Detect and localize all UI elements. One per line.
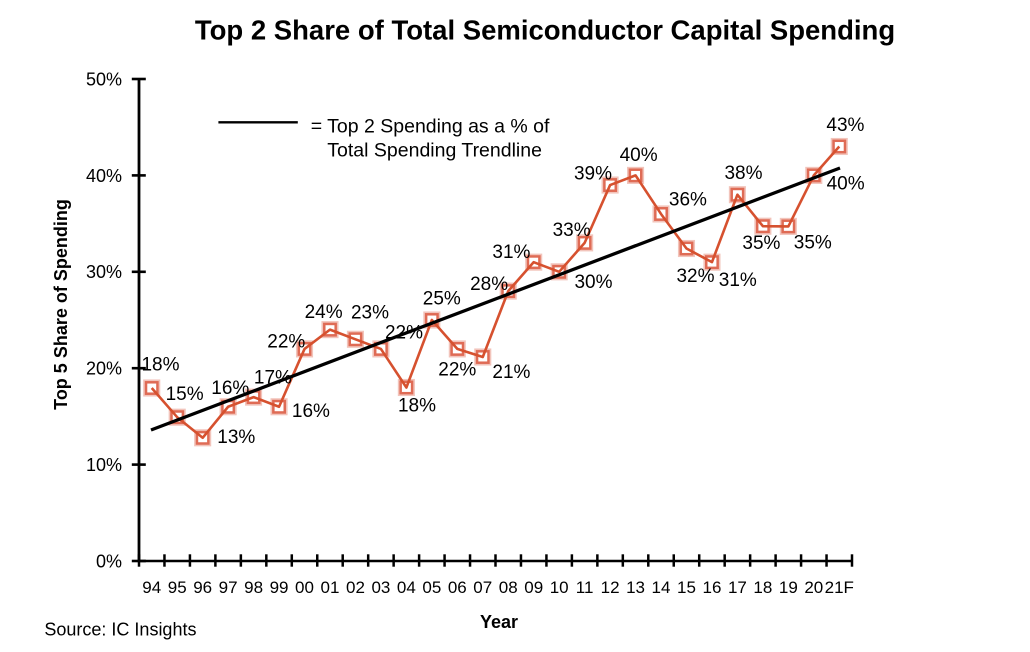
svg-text:04: 04 xyxy=(397,578,416,597)
svg-text:33%: 33% xyxy=(553,220,591,241)
svg-text:22%: 22% xyxy=(267,331,305,352)
svg-text:16%: 16% xyxy=(292,401,330,422)
svg-text:10%: 10% xyxy=(86,455,122,475)
svg-text:Top 5 Share of Spending: Top 5 Share of Spending xyxy=(51,199,71,410)
svg-text:15%: 15% xyxy=(166,384,204,405)
svg-text:13: 13 xyxy=(626,578,645,597)
svg-text:23%: 23% xyxy=(351,302,389,323)
svg-text:31%: 31% xyxy=(719,270,757,291)
svg-text:13%: 13% xyxy=(217,427,255,448)
svg-text:01: 01 xyxy=(321,578,340,597)
svg-text:38%: 38% xyxy=(724,163,762,184)
svg-text:02: 02 xyxy=(346,578,365,597)
svg-text:28%: 28% xyxy=(470,274,508,295)
svg-text:40%: 40% xyxy=(620,145,658,166)
svg-text:22%: 22% xyxy=(438,360,476,381)
svg-text:21F: 21F xyxy=(825,578,854,597)
svg-text:24%: 24% xyxy=(305,302,343,323)
svg-text:Source: IC Insights: Source: IC Insights xyxy=(44,620,196,640)
svg-text:03: 03 xyxy=(371,578,390,597)
svg-text:Year: Year xyxy=(480,612,518,632)
svg-text:21%: 21% xyxy=(492,362,530,383)
svg-text:95: 95 xyxy=(168,578,187,597)
svg-text:94: 94 xyxy=(142,578,161,597)
svg-text:16: 16 xyxy=(702,578,721,597)
svg-text:32%: 32% xyxy=(676,266,714,287)
svg-text:18%: 18% xyxy=(398,395,436,416)
svg-text:10: 10 xyxy=(550,578,569,597)
svg-text:98: 98 xyxy=(244,578,263,597)
svg-text:50%: 50% xyxy=(86,69,122,89)
svg-text:0%: 0% xyxy=(96,551,122,571)
svg-text:= Top 2 Spending as a % of: = Top 2 Spending as a % of xyxy=(311,116,550,138)
svg-text:12: 12 xyxy=(601,578,620,597)
svg-text:15: 15 xyxy=(677,578,696,597)
svg-text:19: 19 xyxy=(779,578,798,597)
svg-text:36%: 36% xyxy=(669,189,707,210)
svg-text:20%: 20% xyxy=(86,359,122,379)
svg-text:97: 97 xyxy=(219,578,238,597)
svg-text:31%: 31% xyxy=(492,242,530,263)
svg-text:16%: 16% xyxy=(211,378,249,399)
svg-text:14: 14 xyxy=(652,578,671,597)
svg-text:17: 17 xyxy=(728,578,747,597)
svg-text:39%: 39% xyxy=(574,163,612,184)
svg-text:Top 2 Share of Total Semicondu: Top 2 Share of Total Semiconductor Capit… xyxy=(195,15,895,46)
svg-text:35%: 35% xyxy=(794,233,832,254)
svg-text:43%: 43% xyxy=(826,115,864,136)
svg-text:09: 09 xyxy=(524,578,543,597)
svg-text:96: 96 xyxy=(193,578,212,597)
svg-text:20: 20 xyxy=(804,578,823,597)
svg-text:Total Spending Trendline: Total Spending Trendline xyxy=(327,140,542,162)
svg-text:06: 06 xyxy=(448,578,467,597)
svg-text:00: 00 xyxy=(295,578,314,597)
svg-text:25%: 25% xyxy=(423,289,461,310)
svg-text:30%: 30% xyxy=(86,262,122,282)
svg-text:99: 99 xyxy=(270,578,289,597)
svg-text:30%: 30% xyxy=(574,272,612,293)
svg-text:17%: 17% xyxy=(254,367,292,388)
svg-text:18: 18 xyxy=(753,578,772,597)
svg-text:07: 07 xyxy=(473,578,492,597)
svg-text:40%: 40% xyxy=(86,166,122,186)
svg-text:08: 08 xyxy=(499,578,518,597)
svg-text:11: 11 xyxy=(576,578,594,597)
svg-text:22%: 22% xyxy=(385,323,423,344)
svg-text:05: 05 xyxy=(422,578,441,597)
svg-text:35%: 35% xyxy=(742,233,780,254)
svg-text:18%: 18% xyxy=(141,355,179,376)
svg-text:40%: 40% xyxy=(827,174,865,195)
